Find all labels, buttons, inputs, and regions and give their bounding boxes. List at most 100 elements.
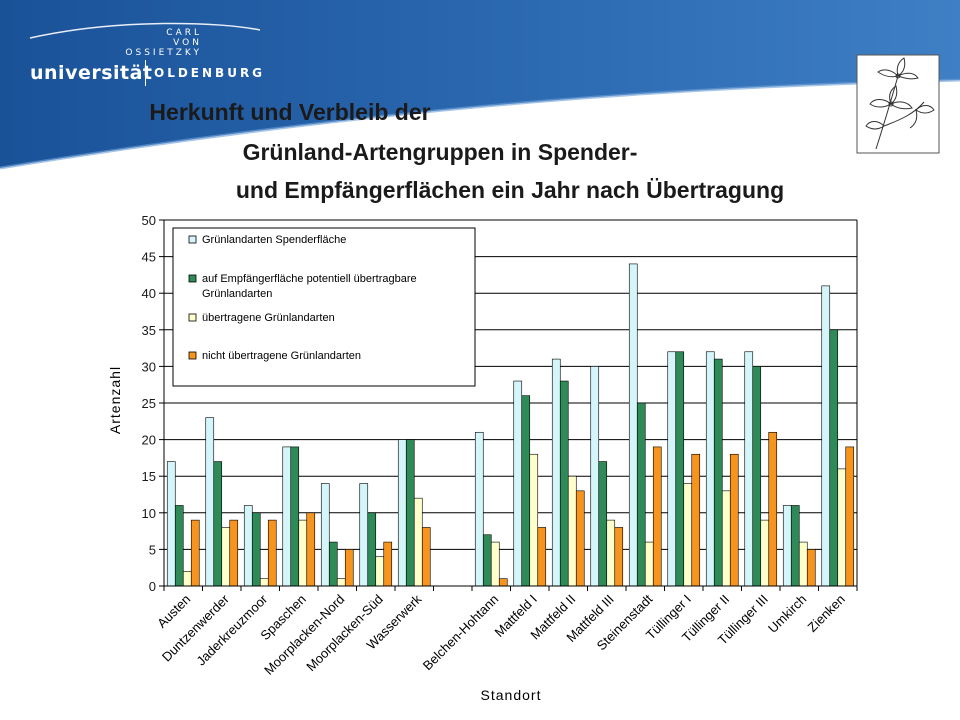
bar-series-4: [575, 490, 585, 587]
legend-label-4: nicht übertragene Grünlandarten: [202, 350, 361, 362]
x-category-label: Umkirch: [765, 592, 809, 636]
bar-series-1: [474, 431, 484, 587]
bar-series-4: [614, 527, 624, 587]
bar-series-3: [721, 490, 731, 587]
bar-series-1: [590, 366, 600, 587]
bar-series-1: [513, 380, 523, 587]
bar-series-2: [482, 534, 492, 587]
axes: [163, 220, 858, 591]
y-axis-title: Artenzahl: [107, 366, 123, 434]
bar-series-1: [359, 483, 369, 587]
logo-oldenburg-text: OLDENBURG: [154, 66, 266, 80]
bar-series-3: [683, 483, 693, 587]
flower-illustration-icon: [856, 54, 940, 154]
legend: Grünlandarten Spenderfläche auf Empfänge…: [172, 227, 476, 387]
logo-carl-text: CARL: [166, 28, 202, 38]
y-tick-label: 40: [142, 286, 156, 301]
bar-series-2: [636, 402, 646, 587]
bar-series-4: [306, 512, 316, 587]
bar-series-3: [413, 497, 423, 587]
y-tick-label: 30: [142, 359, 156, 374]
y-tick-label: 35: [142, 323, 156, 338]
legend-label-1: Grünlandarten Spenderfläche: [202, 234, 346, 246]
bar-series-4: [537, 527, 547, 587]
y-tick-label: 45: [142, 250, 156, 265]
bar-series-3: [221, 527, 231, 587]
legend-label-2b: Grünlandarten: [202, 288, 272, 300]
bar-series-1: [551, 358, 561, 587]
bar-series-4: [691, 453, 701, 587]
bar-series-2: [174, 505, 184, 587]
bar-series-3: [606, 519, 616, 587]
bar-series-2: [713, 358, 723, 587]
bar-series-4: [229, 519, 239, 587]
bar-series-1: [282, 446, 292, 587]
bar-series-2: [213, 461, 223, 587]
bar-series-4: [498, 578, 508, 587]
bar-series-1: [667, 351, 677, 587]
bar-series-1: [205, 417, 215, 587]
bar-series-4: [383, 541, 393, 587]
bar-series-3: [567, 475, 577, 587]
bar-series-3: [798, 541, 808, 587]
y-tick-label: 15: [142, 469, 156, 484]
bar-series-3: [259, 578, 269, 587]
bar-series-1: [821, 285, 831, 587]
bar-series-1: [744, 351, 754, 587]
logo-divider: [145, 60, 146, 86]
bar-series-2: [290, 446, 300, 587]
bar-series-2: [559, 380, 569, 587]
bar-series-2: [328, 541, 338, 587]
bar-series-4: [344, 549, 354, 587]
bar-series-2: [521, 395, 531, 587]
y-tick-label: 0: [149, 579, 156, 594]
bar-series-2: [675, 351, 685, 587]
bar-series-4: [845, 446, 855, 587]
legend-box: [172, 227, 476, 387]
x-axis-labels: AustenDuntzenwerderJaderkreuzmoorSpasche…: [154, 591, 848, 678]
x-category-label: Zienken: [805, 592, 848, 635]
bar-series-3: [298, 519, 308, 587]
bar-series-3: [490, 541, 500, 587]
bars: [166, 263, 855, 587]
slide-title-line-2: Grünland-Artengruppen in Spender-: [242, 139, 638, 165]
y-axis-ticks: 0 5 10 15 20 25 30 35 40 45 50: [142, 213, 164, 594]
bar-series-4: [190, 519, 200, 587]
slide-title-line-3: und Empfängerflächen ein Jahr nach Übert…: [235, 177, 785, 203]
bar-series-2: [829, 329, 839, 587]
bar-series-4: [806, 549, 816, 587]
bar-series-1: [628, 263, 638, 587]
legend-label-2a: auf Empfängerfläche potentiell übertragb…: [202, 273, 417, 285]
bar-series-1: [705, 351, 715, 587]
bar-series-3: [336, 578, 346, 587]
bar-series-2: [752, 366, 762, 587]
x-category-label: Belchen-Hohtann: [420, 592, 502, 674]
logo-ossietzky-text: OSSIETZKY: [125, 48, 202, 58]
x-category-label: Duntzenwerder: [159, 591, 232, 664]
logo-von-text: VON: [173, 38, 202, 48]
bar-series-2: [367, 512, 377, 587]
bar-series-3: [529, 453, 539, 587]
bar-series-2: [405, 439, 415, 587]
bar-series-2: [598, 461, 608, 587]
legend-label-3: übertragene Grünlandarten: [202, 312, 335, 324]
bar-series-4: [768, 431, 778, 587]
university-logo: CARL VON OSSIETZKY universität OLDENBURG: [30, 22, 270, 92]
x-axis-title: Standort: [481, 687, 542, 703]
bar-series-4: [729, 453, 739, 587]
bar-series-1: [166, 461, 176, 587]
header-band: [0, 0, 960, 170]
bar-series-2: [790, 505, 800, 587]
bar-series-1: [397, 439, 407, 587]
bar-series-3: [375, 556, 385, 587]
legend-swatch-3: [188, 313, 197, 322]
bar-series-4: [421, 527, 431, 587]
legend-swatch-1: [188, 235, 197, 244]
bar-series-4: [652, 446, 662, 587]
legend-swatch-2: [188, 274, 197, 283]
bar-series-3: [837, 468, 847, 587]
y-tick-label: 50: [142, 213, 156, 228]
bar-series-1: [320, 483, 330, 587]
bar-series-3: [182, 571, 192, 587]
